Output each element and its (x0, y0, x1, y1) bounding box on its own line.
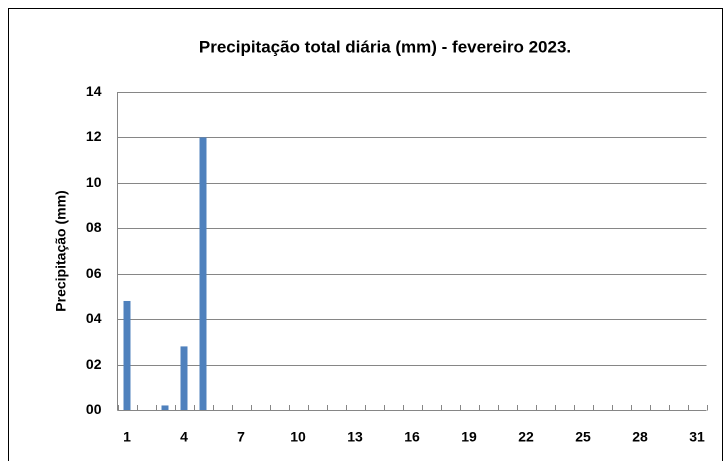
chart-title: Precipitação total diária (mm) - feverei… (199, 37, 571, 56)
x-tick-label: 25 (575, 429, 591, 445)
y-tick-label: 04 (86, 310, 102, 326)
chart-frame (8, 8, 723, 461)
y-axis-label: Precipitação (mm) (53, 190, 69, 311)
x-tick-label: 22 (518, 429, 534, 445)
y-tick-label: 14 (86, 83, 102, 99)
bar (199, 137, 207, 410)
y-tick-label: 06 (86, 265, 102, 281)
y-tick-label: 08 (86, 219, 102, 235)
x-tick-label: 1 (123, 429, 131, 445)
x-tick-label: 31 (689, 429, 705, 445)
x-tick-label: 7 (237, 429, 245, 445)
x-tick-label: 4 (180, 429, 188, 445)
x-tick-label: 16 (404, 429, 420, 445)
bar (123, 300, 131, 410)
bar (180, 346, 188, 410)
x-tick-label: 10 (290, 429, 306, 445)
y-tick-label: 10 (86, 174, 102, 190)
y-tick-label: 02 (86, 356, 102, 372)
bar (161, 405, 169, 410)
x-tick-label: 19 (461, 429, 477, 445)
x-tick-label: 28 (632, 429, 648, 445)
y-tick-label: 12 (86, 128, 102, 144)
x-tick-label: 13 (347, 429, 363, 445)
y-tick-label: 00 (86, 401, 102, 417)
